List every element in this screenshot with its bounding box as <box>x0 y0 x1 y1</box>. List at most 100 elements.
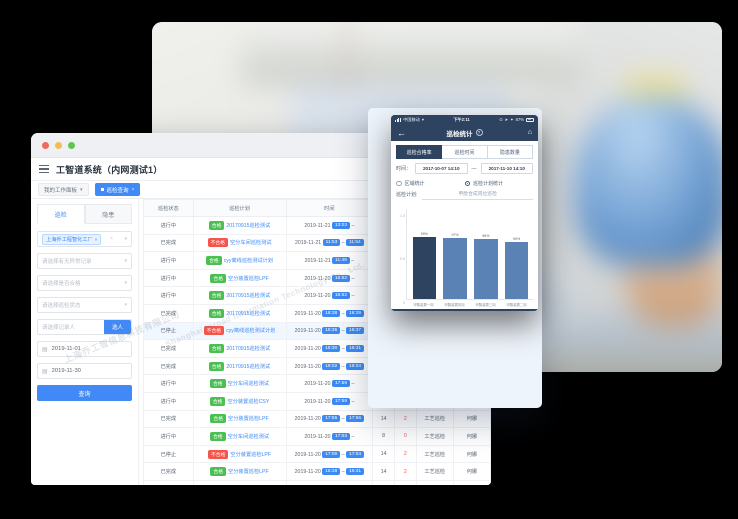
cell-time: 2019-11-20 17:59 – <box>285 391 374 411</box>
cell-status: 进行中 <box>143 427 194 446</box>
qualified-badge: 合格 <box>209 379 226 389</box>
plan-link[interactable]: cyy离线巡检测试计划 <box>223 257 273 264</box>
recorder-input[interactable]: 请选择记录人 选人 <box>37 319 132 335</box>
segment-pass-rate[interactable]: 巡检合格率 <box>396 145 443 159</box>
calendar-icon: ▤ <box>42 368 48 375</box>
clear-icon[interactable]: × <box>109 236 113 242</box>
factory-tag[interactable]: 上海乔工程智化工厂 × <box>42 233 102 245</box>
question-icon[interactable]: ? <box>475 129 483 136</box>
remove-tag-icon[interactable]: × <box>94 236 98 242</box>
plan-link[interactable]: 20170915巡检测试 <box>226 293 271 300</box>
plan-link[interactable]: 空分装置巡检LPF <box>228 275 269 282</box>
qualified-badge: 合格 <box>210 467 227 477</box>
carrier-label: 中国移动 <box>403 116 420 122</box>
calendar-icon: ▤ <box>42 346 48 353</box>
cell-person: 何娜 <box>452 479 491 485</box>
plan-link[interactable]: 空分装置巡检LPF <box>228 416 269 423</box>
factory-select[interactable]: 上海乔工程智化工厂 × × ▾ <box>37 231 132 247</box>
tab-hazard[interactable]: 隐患 <box>84 204 132 223</box>
breadcrumb-tab-panel[interactable]: 我的工作面板 ▾ <box>38 183 89 196</box>
cell-status: 进行中 <box>143 216 194 235</box>
breadcrumb-tab-inspection[interactable]: 巡检查询 × <box>94 183 141 196</box>
date-start-input[interactable]: ▤ 2019-11-01 <box>37 341 132 357</box>
cell-plan: 合格 20170915巡检测试 <box>192 356 287 376</box>
radio-plan-stat[interactable]: 巡检计划统计 <box>464 180 534 187</box>
page-title: 工智道系统（内网测试1） <box>56 164 163 175</box>
plan-link[interactable]: 空分车间巡检测试 <box>227 381 270 388</box>
abnormal-record-placeholder: 请选择有无异常记录 <box>42 259 92 265</box>
bar-value-label: 97% <box>451 233 459 238</box>
cell-person: 何娜 <box>452 409 491 429</box>
table-row[interactable]: 已完成 合格 空分装置巡检LPF 2019-11-20 16:38 – 16:41 14… <box>143 462 491 481</box>
segment-hazard-count[interactable]: 隐患数量 <box>487 145 533 159</box>
time-chip: 18:31 <box>346 344 365 352</box>
table-row[interactable]: 进行中 合格 空分车间巡检测试 2019-11-20 17:03 –8 0 工艺巡检 何娜 <box>143 427 491 446</box>
plan-link[interactable]: 空分车间巡检测试 <box>227 433 270 440</box>
battery-label: 67% <box>515 117 524 122</box>
plan-link[interactable]: 20170915巡检测试 <box>226 222 271 229</box>
hamburger-icon[interactable] <box>39 164 49 174</box>
plan-link[interactable]: 20170915巡检测试 <box>226 363 271 370</box>
table-row[interactable]: 已停止 不合格 空分装置巡检LPF 2019-11-20 17:00 – 17:04 1… <box>143 444 491 464</box>
qualified-badge: 合格 <box>208 291 225 301</box>
phone-page-title: 巡检统计 ? <box>391 128 538 138</box>
home-icon[interactable]: ⌂ <box>527 129 532 136</box>
plan-link[interactable]: 空分装置巡检LPF <box>228 468 269 475</box>
plan-selector-row[interactable]: 巡检计划: 甲醇合成岗位巡检 <box>391 190 538 205</box>
cell-time: 2019-11-20 18:38 – 18:39 <box>285 303 374 323</box>
cell-plan: 不合格空分装置巡检LPF <box>192 444 287 464</box>
plan-link[interactable]: 20170915巡检测试 <box>226 345 271 352</box>
close-tab-icon[interactable]: × <box>131 186 135 193</box>
cell-plan: 合格 空分装置巡检LPF <box>192 462 287 481</box>
bar-value-label: 96% <box>482 233 490 238</box>
minimize-icon[interactable] <box>55 141 62 149</box>
cell-abnormal: 2 <box>393 462 417 481</box>
date-start-field[interactable]: 2017-10-07 14:10 <box>415 163 468 174</box>
cell-fill: 8 <box>372 427 395 446</box>
bar-value-label: 90% <box>513 237 521 242</box>
cell-status: 进行中 <box>143 268 194 288</box>
cell-status: 已完成 <box>143 339 194 358</box>
chart-plot-area: 99% 97% 96% 90% <box>406 208 534 300</box>
cell-person: 何娜 <box>452 427 491 446</box>
qualified-badge: 合格 <box>208 361 225 371</box>
qualified-select[interactable]: 请选择是否合格 ▾ <box>37 275 132 291</box>
cell-abnormal: 2 <box>393 479 417 485</box>
status-select[interactable]: 请选择巡检状态 ▾ <box>37 297 132 313</box>
phone-navbar: ← 巡检统计 ? ⌂ <box>391 124 538 141</box>
date-end-value: 2019-11-30 <box>51 368 81 374</box>
square-icon <box>100 188 104 191</box>
cell-fill: 14 <box>372 462 395 481</box>
date-end-input[interactable]: ▤ 2019-11-30 <box>37 363 132 379</box>
time-chip: 17:59 <box>332 380 351 388</box>
cell-time: 2019-11-20 17:55 – 17:56 <box>285 409 374 429</box>
chart-bar <box>443 238 467 299</box>
search-button[interactable]: 查询 <box>37 385 132 401</box>
plan-link[interactable]: cyy离线巡检测试计划 <box>226 328 276 335</box>
cell-type: 工艺巡检 <box>415 409 454 429</box>
close-icon[interactable] <box>42 141 49 149</box>
stat-mode-radios: 区域统计 巡检计划统计 <box>391 178 538 190</box>
cell-time: 2019-11-20 18:30 – 18:31 <box>285 339 374 358</box>
plan-link[interactable]: 空分车间巡检测试 <box>229 240 272 247</box>
abnormal-record-select[interactable]: 请选择有无异常记录 ▾ <box>37 253 132 269</box>
choose-person-button[interactable]: 选人 <box>103 320 131 334</box>
plan-label: 巡检计划: <box>396 192 418 199</box>
plan-link[interactable]: 20170915巡检测试 <box>226 310 271 317</box>
date-end-field[interactable]: 2017-11-10 14:10 <box>480 163 534 174</box>
segment-inspect-time[interactable]: 巡检时间 <box>442 145 488 159</box>
plan-value[interactable]: 甲醇合成岗位巡检 <box>422 190 533 200</box>
maximize-icon[interactable] <box>68 141 75 149</box>
chart-bar-group: 97% <box>443 221 467 299</box>
qualified-badge: 不合格 <box>207 238 228 248</box>
plan-link[interactable]: 空分装置巡检LPF <box>230 451 272 458</box>
table-row[interactable]: 已完成 合格 空分装置巡检LPF 2019-11-20 17:55 – 17:56 14… <box>143 409 491 429</box>
radio-area-stat[interactable]: 区域统计 <box>396 180 465 187</box>
tab-inspection[interactable]: 巡检 <box>37 204 85 224</box>
plan-link[interactable]: 空分装置巡检CSY <box>227 398 270 405</box>
cell-type: 工艺巡检 <box>415 427 454 446</box>
chevron-down-icon: ▾ <box>124 236 127 242</box>
back-arrow-icon[interactable]: ← <box>397 127 406 138</box>
qualified-badge: 合格 <box>206 255 222 265</box>
